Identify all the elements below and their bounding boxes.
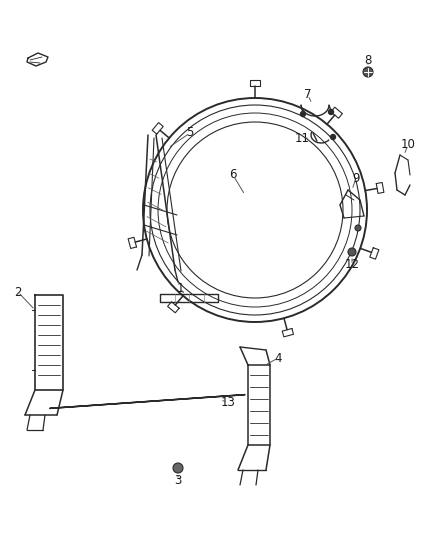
Text: 11: 11 <box>294 132 310 144</box>
Circle shape <box>355 225 361 231</box>
Circle shape <box>363 67 373 77</box>
Text: 6: 6 <box>229 168 237 182</box>
Circle shape <box>300 111 305 117</box>
Circle shape <box>348 248 356 256</box>
Text: 1: 1 <box>176 281 184 295</box>
Circle shape <box>328 109 333 115</box>
Circle shape <box>331 134 336 140</box>
Text: 13: 13 <box>221 395 236 408</box>
Text: 5: 5 <box>186 126 194 140</box>
Text: 2: 2 <box>14 286 22 298</box>
Circle shape <box>173 463 183 473</box>
Text: 10: 10 <box>401 139 415 151</box>
Text: 4: 4 <box>274 351 282 365</box>
Text: 9: 9 <box>352 172 360 184</box>
Text: 7: 7 <box>304 88 312 101</box>
Text: 12: 12 <box>345 259 360 271</box>
Text: 3: 3 <box>174 473 182 487</box>
Text: 8: 8 <box>364 53 372 67</box>
